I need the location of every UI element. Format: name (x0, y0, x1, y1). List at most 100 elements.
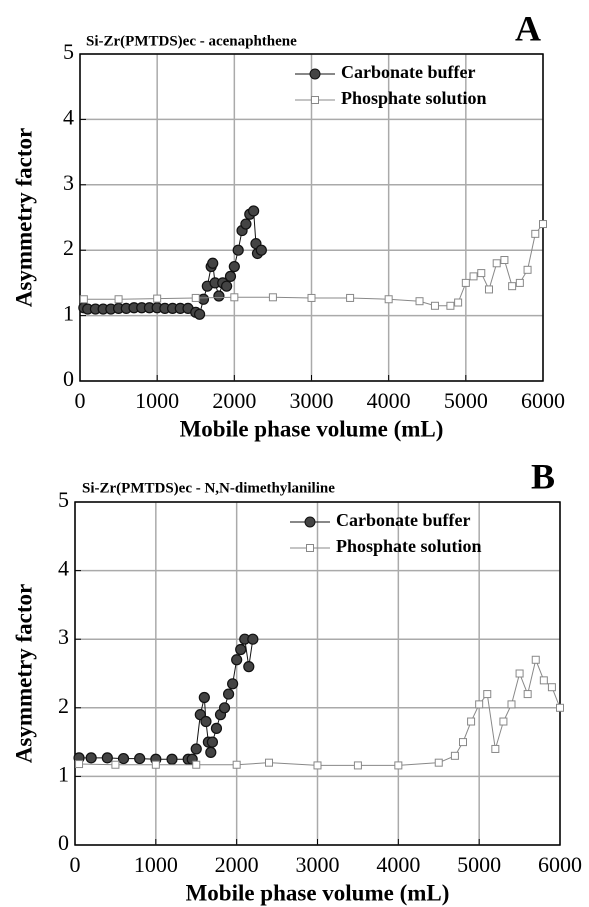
legend-marker (311, 96, 319, 104)
series-line (79, 658, 561, 766)
data-point (222, 688, 235, 700)
x-axis-label: Mobile phase volume (mL) (180, 416, 444, 441)
plot-frame (79, 53, 544, 382)
legend-label: Carbonate buffer (341, 62, 475, 82)
data-point (346, 293, 355, 302)
data-point (221, 280, 233, 292)
data-point (475, 700, 484, 709)
x-tick-label: 4000 (376, 852, 420, 877)
data-point (194, 308, 206, 320)
x-tick-label: 2000 (215, 852, 259, 877)
data-point (507, 700, 516, 709)
x-tick-label: 4000 (367, 388, 411, 413)
data-point (218, 702, 231, 714)
data-point (353, 761, 362, 770)
data-point (434, 758, 443, 767)
y-tick-label: 4 (58, 556, 69, 581)
data-point (484, 285, 493, 294)
data-point (197, 293, 210, 305)
x-tick-label: 2000 (212, 388, 256, 413)
data-point (255, 244, 267, 256)
x-axis-label: Mobile phase volume (mL) (186, 880, 450, 905)
y-tick-label: 2 (63, 235, 74, 260)
data-point (461, 278, 470, 287)
data-point (75, 760, 84, 769)
data-point (151, 760, 160, 769)
data-point (117, 752, 130, 765)
data-point (213, 290, 225, 302)
y-tick-label: 5 (58, 487, 69, 512)
data-point (394, 761, 403, 770)
data-point (531, 655, 540, 664)
data-point (446, 301, 455, 310)
data-point (192, 760, 201, 769)
legend-marker (309, 68, 321, 80)
data-point (268, 293, 277, 302)
data-point (134, 752, 146, 765)
data-point (240, 218, 252, 230)
data-point (477, 269, 486, 278)
data-point (228, 260, 240, 273)
x-tick-label: 1000 (134, 852, 178, 877)
x-tick-label: 3000 (296, 852, 340, 877)
data-point (206, 736, 219, 748)
data-point (85, 752, 97, 764)
data-point (515, 669, 524, 678)
data-point (523, 690, 532, 699)
data-point (454, 298, 463, 307)
y-axis-label: Asymmetry factor (11, 128, 36, 307)
y-tick-label: 3 (63, 170, 74, 195)
legend-marker (304, 516, 316, 528)
x-tick-label: 1000 (135, 388, 179, 413)
data-point (450, 751, 459, 760)
chart-title: Si-Zr(PMTDS)ec - acenaphthene (86, 33, 297, 49)
data-point (492, 259, 501, 268)
data-point (459, 738, 467, 747)
y-tick-label: 2 (58, 693, 69, 718)
data-point (207, 257, 219, 269)
series-line (83, 223, 544, 307)
data-point (531, 229, 540, 238)
data-point (491, 744, 500, 753)
data-point (231, 654, 243, 666)
data-point (499, 717, 508, 726)
data-point (166, 753, 178, 765)
data-point (190, 743, 202, 755)
x-tick-label: 5000 (457, 852, 501, 877)
data-point (556, 703, 564, 712)
data-point (200, 715, 212, 728)
y-tick-label: 1 (58, 761, 69, 786)
data-point (500, 256, 509, 265)
data-point (243, 661, 255, 673)
data-point (539, 220, 547, 229)
y-tick-label: 0 (63, 366, 74, 391)
chart-title: Si-Zr(PMTDS)ec - N,N-dimethylaniline (82, 480, 335, 496)
data-point (198, 691, 210, 704)
x-tick-label: 6000 (538, 852, 582, 877)
data-point (313, 761, 322, 770)
x-tick-label: 5000 (444, 388, 488, 413)
data-point (153, 294, 162, 303)
data-point (469, 272, 478, 281)
data-point (508, 282, 517, 291)
plot-frame (74, 501, 561, 846)
legend-marker (306, 544, 314, 552)
y-tick-label: 4 (63, 104, 74, 129)
data-point (79, 295, 88, 304)
data-point (430, 301, 439, 310)
data-point (224, 270, 237, 282)
data-point (483, 690, 492, 699)
data-point (101, 752, 113, 764)
x-tick-label: 3000 (290, 388, 334, 413)
data-point (265, 758, 273, 767)
y-tick-label: 1 (63, 301, 74, 326)
y-tick-label: 0 (58, 830, 69, 855)
data-point (235, 643, 247, 656)
data-point (205, 746, 217, 758)
x-tick-label: 6000 (521, 388, 565, 413)
data-point (227, 678, 239, 690)
panel-label: A (515, 8, 541, 48)
legend-label: Phosphate solution (341, 88, 487, 108)
y-tick-label: 5 (63, 39, 74, 64)
